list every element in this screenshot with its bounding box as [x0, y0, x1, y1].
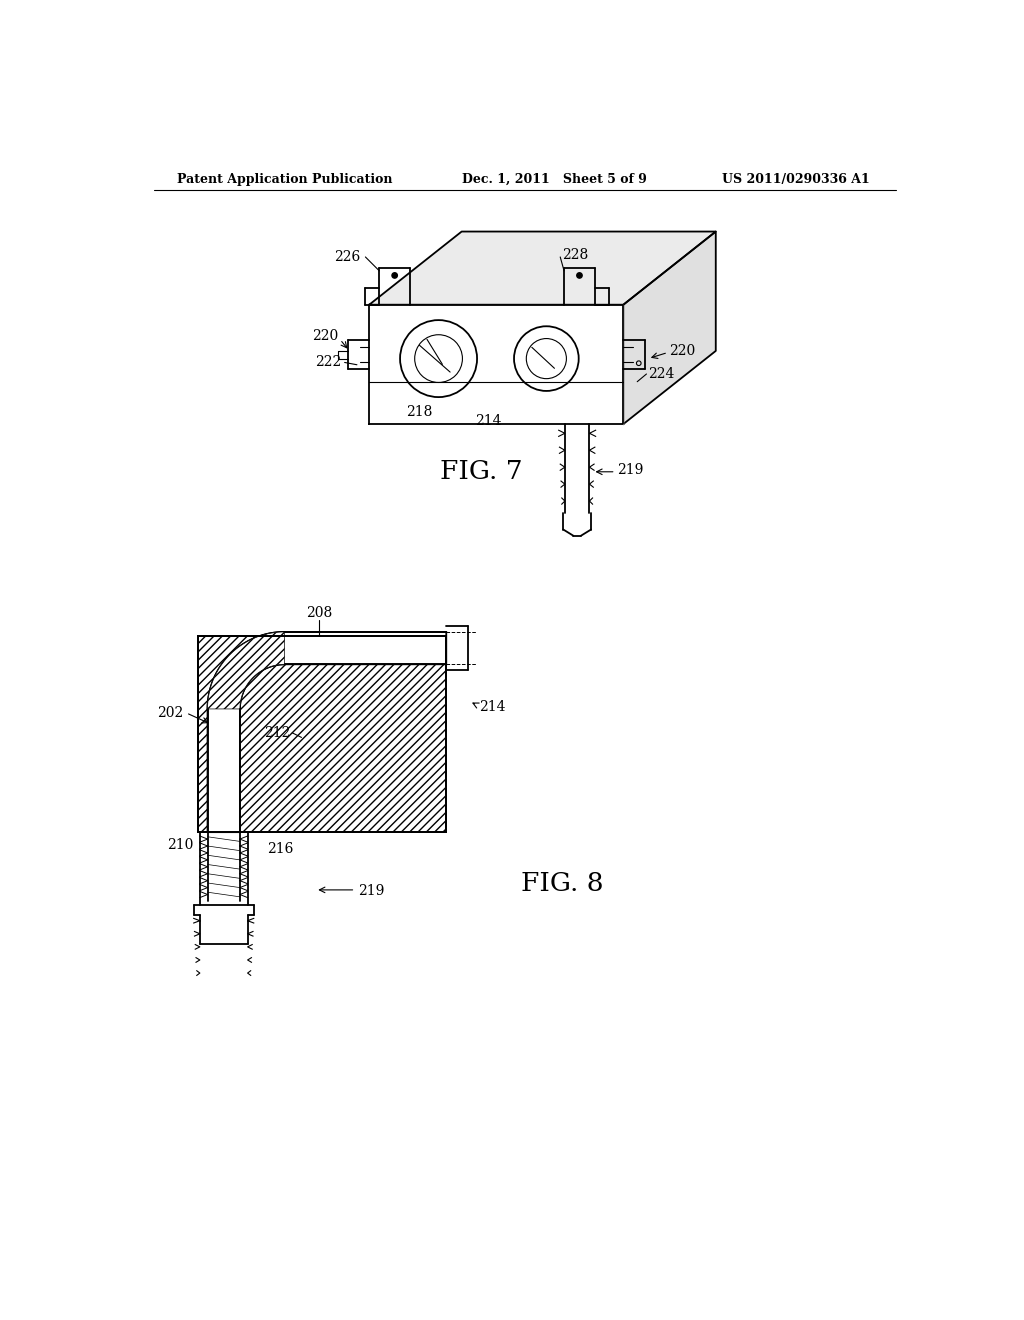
Text: 212: 212 [264, 726, 291, 739]
Circle shape [400, 321, 477, 397]
Text: 220: 220 [670, 345, 696, 358]
Polygon shape [208, 632, 446, 832]
Polygon shape [370, 231, 716, 305]
Text: 208: 208 [306, 606, 333, 620]
Circle shape [392, 273, 397, 279]
Polygon shape [624, 231, 716, 424]
Text: 214: 214 [475, 414, 502, 428]
Text: 210: 210 [167, 838, 194, 853]
Text: 219: 219 [357, 884, 384, 899]
Text: 218: 218 [407, 405, 432, 418]
Polygon shape [370, 305, 624, 424]
Polygon shape [199, 636, 446, 832]
Text: 226: 226 [334, 249, 360, 264]
Text: 222: 222 [315, 355, 342, 370]
Text: Dec. 1, 2011   Sheet 5 of 9: Dec. 1, 2011 Sheet 5 of 9 [462, 173, 646, 186]
Circle shape [514, 326, 579, 391]
Polygon shape [208, 632, 285, 709]
Text: 214: 214 [478, 701, 505, 714]
Text: US 2011/0290336 A1: US 2011/0290336 A1 [722, 173, 869, 186]
Text: FIG. 7: FIG. 7 [439, 459, 522, 483]
Text: Patent Application Publication: Patent Application Publication [177, 173, 392, 186]
Text: 202: 202 [157, 706, 183, 719]
Text: 224: 224 [648, 367, 675, 381]
Text: 220: 220 [312, 329, 339, 342]
Text: FIG. 8: FIG. 8 [520, 871, 603, 896]
Text: 228: 228 [562, 248, 588, 261]
Text: 216: 216 [267, 842, 294, 857]
Text: 219: 219 [617, 463, 643, 478]
Circle shape [577, 273, 583, 279]
